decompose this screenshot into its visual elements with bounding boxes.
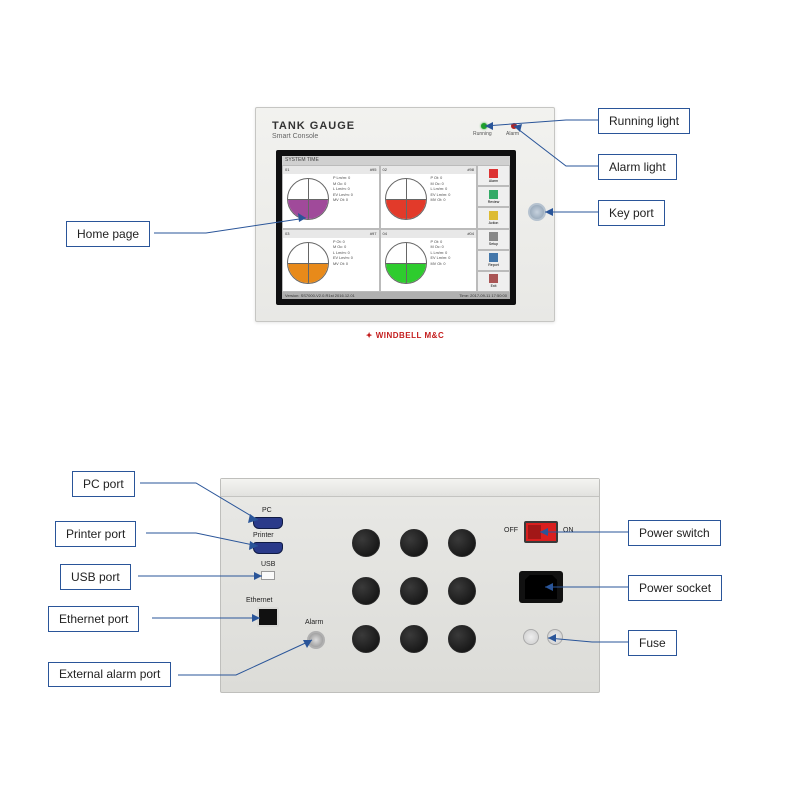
printer-port [253, 542, 283, 554]
gauge-cell: 01#95 P Lm/m: 0M Oc: 0L Lm/m: 0EV Lm/m: … [282, 165, 380, 229]
device-subtitle: Smart Console [272, 133, 318, 140]
running-led-label: Running [473, 131, 492, 137]
gauge-data: P Lm/m: 0M Oc: 0L Lm/m: 0EV Lm/m: 0MV Ot… [333, 176, 353, 204]
pc-port-text: PC [262, 507, 272, 514]
cable-gland [352, 577, 380, 605]
cable-gland [352, 529, 380, 557]
callout-power-switch: Power switch [628, 520, 721, 546]
callout-external-alarm-port: External alarm port [48, 662, 171, 687]
alarm-led-label: Alarm [506, 131, 519, 137]
side-button: Action [477, 207, 510, 228]
alarm-light-led [511, 123, 517, 129]
key-port [528, 203, 546, 221]
gauge-cell: 02#98 P Ot: 0M Oc: 0L Lm/m: 0EV Lm/m: 0M… [380, 165, 478, 229]
cable-gland [352, 625, 380, 653]
fuse-2 [547, 629, 563, 645]
callout-power-socket: Power socket [628, 575, 722, 601]
off-label: OFF [504, 527, 518, 534]
alarm-port-text: Alarm [305, 619, 323, 626]
callout-alarm-light: Alarm light [598, 154, 677, 180]
callout-usb-port: USB port [60, 564, 131, 590]
printer-port-text: Printer [253, 532, 274, 539]
side-button: Setup [477, 229, 510, 250]
callout-fuse: Fuse [628, 630, 677, 656]
device-title: TANK GAUGE [272, 120, 355, 132]
screen-sidebar: Alarm Review Action Setup Report Exit [477, 165, 510, 292]
screen-header: SYSTEM TIME [282, 156, 510, 165]
gauge-cell: 03#97 P Ot: 0M Oc: 0L Lm/m: 0EV Lm/m: 0M… [282, 229, 380, 293]
side-button: Alarm [477, 165, 510, 186]
brand-logo: ✦ WINDBELL M&C [256, 331, 554, 340]
side-button: Exit [477, 271, 510, 292]
usb-port [261, 571, 275, 580]
callout-home-page: Home page [66, 221, 150, 247]
running-light-led [481, 123, 487, 129]
gauge-data: P Ot: 0M Oc: 0L Lm/m: 0EV Lm/m: 0MV Ot: … [431, 240, 451, 268]
on-label: ON [563, 527, 574, 534]
callout-printer-port: Printer port [55, 521, 136, 547]
callout-ethernet-port: Ethernet port [48, 606, 139, 632]
cable-gland [400, 529, 428, 557]
ethernet-port-text: Ethernet [246, 597, 272, 604]
lcd-screen: SYSTEM TIME 01#95 P Lm/m: 0M Oc: 0L Lm/m… [276, 150, 516, 305]
callout-pc-port: PC port [72, 471, 135, 497]
side-button: Report [477, 250, 510, 271]
screen-footer: Version: SS7000-V2.0.R1st 2016.12.01 Tim… [282, 292, 510, 299]
power-switch [524, 521, 558, 543]
ethernet-port [257, 607, 279, 627]
rear-panel: PC Printer USB Ethernet Alarm OFF ON [220, 478, 600, 693]
gauge-grid: 01#95 P Lm/m: 0M Oc: 0L Lm/m: 0EV Lm/m: … [282, 165, 477, 292]
power-socket [519, 571, 563, 603]
cable-gland [448, 625, 476, 653]
side-button: Review [477, 186, 510, 207]
front-panel: TANK GAUGE Smart Console Running Alarm S… [255, 107, 555, 322]
gauge-data: P Ot: 0M Oc: 0L Lm/m: 0EV Lm/m: 0MV Ot: … [333, 240, 353, 268]
cable-gland [448, 529, 476, 557]
cable-gland [400, 577, 428, 605]
fuse-1 [523, 629, 539, 645]
callout-running-light: Running light [598, 108, 690, 134]
cable-gland [448, 577, 476, 605]
gauge-data: P Ot: 0M Oc: 0L Lm/m: 0EV Lm/m: 0MV Ot: … [431, 176, 451, 204]
pc-port [253, 517, 283, 529]
alarm-port [307, 631, 325, 649]
usb-port-text: USB [261, 561, 275, 568]
gauge-cell: 04#04 P Ot: 0M Oc: 0L Lm/m: 0EV Lm/m: 0M… [380, 229, 478, 293]
cable-gland [400, 625, 428, 653]
callout-key-port: Key port [598, 200, 665, 226]
